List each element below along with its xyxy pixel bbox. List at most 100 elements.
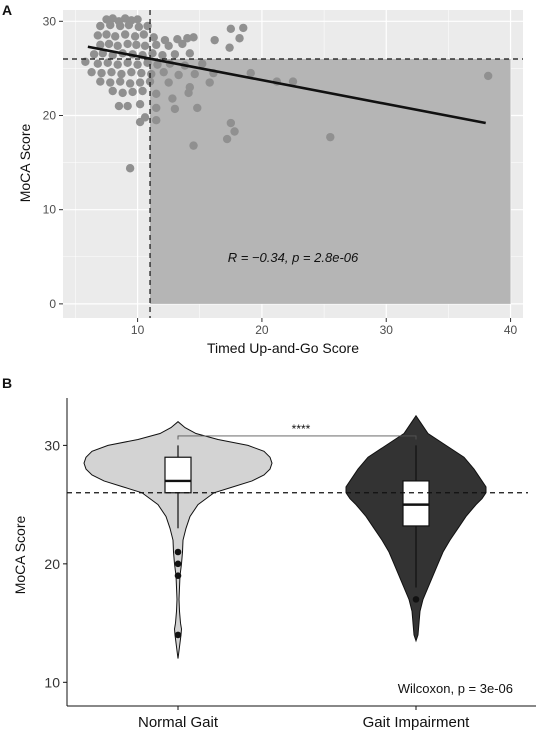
scatter-point — [152, 116, 161, 125]
scatter-point — [87, 67, 96, 77]
violin-normal-gait — [83, 421, 273, 659]
y-tick-label: 10 — [44, 674, 60, 690]
panel-a-regression-line — [87, 45, 486, 125]
outlier-point — [174, 631, 182, 639]
y-tick-label: 30 — [44, 437, 60, 453]
panel-b-letter: B — [2, 375, 12, 391]
scatter-point — [125, 79, 135, 88]
scatter-point — [111, 32, 120, 41]
scatter-point — [184, 88, 193, 98]
panel-a-points — [81, 14, 493, 173]
panel-b-y-axis-label: MoCA Score — [12, 515, 28, 594]
annotation-r: R = −0.34, — [228, 250, 292, 265]
scatter-point — [135, 99, 145, 109]
x-tick-label: 20 — [255, 323, 269, 337]
scatter-point — [170, 104, 180, 114]
scatter-point — [123, 39, 132, 49]
outlier-point — [174, 560, 182, 568]
scatter-point — [81, 57, 90, 67]
annotation-p: p = 2.8e-06 — [291, 250, 359, 265]
scatter-point — [152, 103, 161, 113]
scatter-point — [125, 164, 135, 173]
scatter-point — [185, 49, 195, 58]
scatter-point — [106, 20, 115, 30]
scatter-point — [93, 59, 103, 68]
panel-a-x-ticks: 10 20 30 40 — [131, 318, 518, 337]
scatter-point — [132, 40, 141, 50]
scatter-point — [118, 88, 127, 98]
scatter-point — [183, 34, 192, 43]
outlier-point — [412, 596, 420, 603]
scatter-point — [174, 70, 183, 80]
panel-b-axes — [66, 398, 536, 707]
scatter-point — [140, 41, 150, 50]
scatter-point — [326, 132, 335, 142]
panel-a-y-axis-label: MoCA Score — [17, 123, 33, 202]
box — [164, 456, 192, 494]
scatter-point — [96, 21, 105, 31]
scatter-point — [103, 58, 112, 67]
panel-b-significance-label: **** — [292, 422, 311, 436]
scatter-point — [288, 77, 298, 86]
panel-b-violins — [83, 414, 487, 659]
scatter-point — [134, 22, 144, 32]
scatter-point — [152, 40, 161, 50]
x-tick-label: 10 — [131, 323, 145, 337]
scatter-point — [205, 78, 214, 87]
y-tick-label: 30 — [43, 14, 57, 28]
scatter-point — [149, 33, 158, 42]
scatter-point — [104, 39, 114, 49]
y-tick-label: 0 — [49, 297, 56, 311]
scatter-point — [93, 31, 103, 40]
scatter-point — [230, 127, 239, 136]
panel-b-significance-bracket — [177, 435, 417, 440]
scatter-point — [145, 77, 155, 86]
scatter-point — [190, 69, 199, 79]
scatter-point — [106, 78, 115, 87]
scatter-point — [139, 30, 149, 39]
scatter-point — [159, 67, 168, 77]
panel-b-boxes — [164, 445, 430, 639]
scatter-point — [226, 118, 236, 128]
panel-a-y-ticks: 0 10 20 30 — [43, 14, 63, 311]
scatter-point — [96, 40, 105, 50]
scatter-point — [97, 68, 106, 78]
scatter-point — [239, 23, 248, 33]
scatter-point — [168, 94, 177, 103]
scatter-point — [198, 59, 207, 68]
scatter-point — [153, 60, 162, 69]
scatter-point — [133, 15, 142, 24]
scatter-point — [135, 78, 145, 87]
scatter-point — [164, 41, 173, 50]
scatter-point — [210, 35, 219, 45]
x-tick-label: Normal Gait — [138, 714, 219, 731]
panel-a: A R = −0.34, p = 2.8e-06 10 20 30 40 0 10 20 3… — [2, 2, 523, 356]
y-tick-label: 10 — [43, 203, 57, 217]
panel-b: B **** Wilcoxon, p = 3e-06 10 20 30 Normal… — [2, 375, 536, 731]
scatter-point — [123, 58, 132, 67]
scatter-point — [124, 20, 134, 30]
y-tick-label: 20 — [44, 556, 60, 572]
scatter-point — [96, 77, 105, 86]
scatter-point — [189, 141, 198, 150]
outlier-point — [174, 548, 182, 556]
panel-a-correlation-annotation: R = −0.34, p = 2.8e-06 — [228, 250, 359, 265]
scatter-point — [483, 71, 493, 81]
panel-b-test-annotation: Wilcoxon, p = 3e-06 — [398, 681, 513, 696]
scatter-point — [138, 86, 147, 96]
scatter-point — [158, 51, 167, 60]
scatter-point — [137, 68, 146, 78]
scatter-point — [115, 77, 125, 86]
scatter-point — [113, 60, 122, 69]
scatter-point — [114, 101, 124, 111]
scatter-point — [133, 60, 142, 69]
scatter-point — [123, 101, 132, 111]
scatter-point — [193, 103, 202, 113]
scatter-point — [222, 134, 232, 144]
x-tick-label: 40 — [504, 323, 518, 337]
scatter-point — [164, 78, 173, 87]
scatter-point — [115, 21, 125, 31]
bracket-line — [177, 435, 417, 440]
outlier-point — [174, 572, 182, 579]
